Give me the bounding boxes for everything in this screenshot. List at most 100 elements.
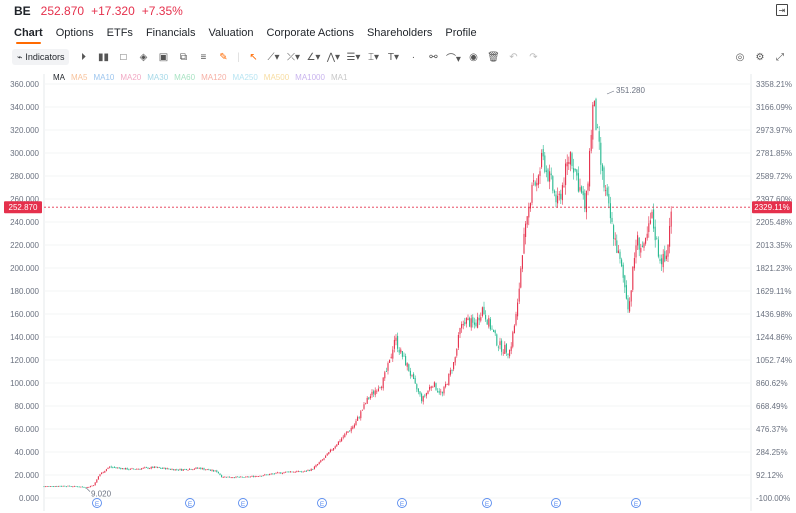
candle [469,316,471,328]
percent-tick-label: 1052.74% [756,356,792,365]
ma-legend-item[interactable]: MA30 [147,73,169,82]
candle [569,151,571,172]
last-price: 252.870 [40,4,85,18]
candle [432,385,434,388]
candle [536,178,538,192]
ma-legend-item[interactable]: MA500 [263,73,290,82]
ma-legend-item[interactable]: MA120 [201,73,227,82]
tab-corporate-actions[interactable]: Corporate Actions [266,27,354,39]
indicators-button[interactable]: ⌁ Indicators [12,49,70,65]
percent-tick-label: 3358.21% [756,80,792,89]
compare-icon[interactable]: ▣ [158,51,169,63]
cursor-icon[interactable]: ↖ [249,51,258,63]
candle [651,209,653,219]
candle [323,457,325,461]
candle [664,245,666,263]
candle [145,466,147,468]
percent-tick-label: 2973.97% [756,126,792,135]
candle-type-icon[interactable]: ▮▮ [97,51,109,63]
trend-line-icon[interactable]: ⟋▾ [267,51,280,63]
earnings-marker[interactable]: E [551,498,561,509]
text-tool-icon[interactable]: T▾ [387,51,400,63]
gear-icon[interactable]: ⚙ [755,51,765,63]
draw-style-icon[interactable]: ⌒▾ [445,53,461,65]
candle [147,467,149,470]
tab-financials[interactable]: Financials [145,27,196,39]
candle [414,375,416,384]
ma-legend-item[interactable]: MA1 [330,73,348,82]
candle [339,439,341,443]
tab-chart[interactable]: Chart [14,24,43,46]
replay-icon[interactable]: ⏵ [80,51,86,63]
candle [107,467,109,470]
earnings-marker[interactable]: E [317,498,327,509]
brush-icon[interactable]: ✎ [219,51,228,63]
ma-legend-item[interactable]: MA250 [232,73,258,82]
candle [507,353,509,359]
exit-fullscreen-icon[interactable]: ⇥ [776,4,788,16]
candle [181,468,183,471]
chart-settings-icon[interactable]: ⧉ [179,51,188,63]
candle [246,475,248,478]
candle [129,468,131,470]
percent-tick-label: 284.25% [756,448,788,457]
earnings-marker[interactable]: E [185,498,195,509]
magnet-icon[interactable]: ⚯ [429,51,438,63]
earnings-marker-label: E [320,501,325,508]
angle-icon[interactable]: ∠▾ [306,51,321,63]
earnings-marker[interactable]: E [631,498,641,509]
undo-icon[interactable]: ↶ [509,51,518,63]
ma-legend-item[interactable]: MA5 [71,73,88,82]
text-lines-icon[interactable]: ≡ [200,51,207,63]
tab-options[interactable]: Options [55,27,94,39]
measure-icon[interactable]: ⌶▾ [367,51,379,63]
candle [342,434,344,440]
candle [353,423,355,429]
more-tools-icon[interactable]: · [411,51,416,63]
candle [67,485,69,487]
earnings-marker[interactable]: E [482,498,492,509]
candle [249,476,251,478]
candle [579,178,581,193]
ray-icon[interactable]: ⤫▾ [286,51,300,63]
screenshot-icon[interactable]: ◎ [735,51,745,63]
square-icon[interactable]: □ [120,51,127,63]
candle [493,329,495,333]
candle [184,468,186,470]
candlestick-chart[interactable]: 360.000 340.000 320.000 300.000 280.000 260.0… [0,66,796,513]
visibility-icon[interactable]: ◉ [469,51,478,63]
candle [473,317,475,329]
percent-tick-label: 3166.09% [756,103,792,112]
candle [616,234,618,254]
ma-legend-item[interactable]: MA60 [174,73,196,82]
candle [113,466,115,469]
earnings-marker[interactable]: E [397,498,407,509]
earnings-marker[interactable]: E [238,498,248,509]
redo-icon[interactable]: ↷ [529,51,538,63]
pattern-icon[interactable]: ⋀▾ [326,51,341,63]
candle [630,289,632,307]
fib-icon[interactable]: ☰▾ [346,51,361,63]
plot-area [44,74,751,511]
candle [53,486,55,488]
candle [160,467,162,470]
candle [417,388,419,395]
ma-legend-item[interactable]: MA20 [120,73,142,82]
tab-etfs[interactable]: ETFs [106,27,133,39]
candle [104,470,106,473]
fullscreen-icon[interactable]: ⤢ [776,51,784,63]
candle [451,369,453,374]
candle [448,373,450,386]
candle [477,312,479,329]
trash-icon[interactable]: 🗑 [487,51,500,63]
candle [541,149,543,169]
ma-legend-item[interactable]: MA [53,73,65,82]
tab-shareholders[interactable]: Shareholders [366,27,433,39]
earnings-marker[interactable]: E [92,498,102,509]
ma-legend-item[interactable]: MA10 [93,73,115,82]
candle [494,329,496,336]
tab-profile[interactable]: Profile [445,27,477,39]
layers-icon[interactable]: ◈ [139,51,148,63]
ma-legend-item[interactable]: MA1000 [295,73,325,82]
tab-valuation[interactable]: Valuation [208,27,254,39]
